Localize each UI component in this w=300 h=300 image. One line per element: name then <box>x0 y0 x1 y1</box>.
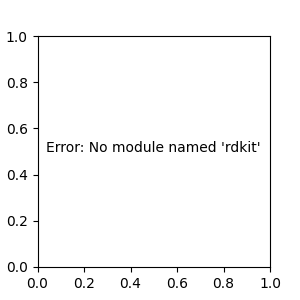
Text: Error: No module named 'rdkit': Error: No module named 'rdkit' <box>46 140 261 154</box>
